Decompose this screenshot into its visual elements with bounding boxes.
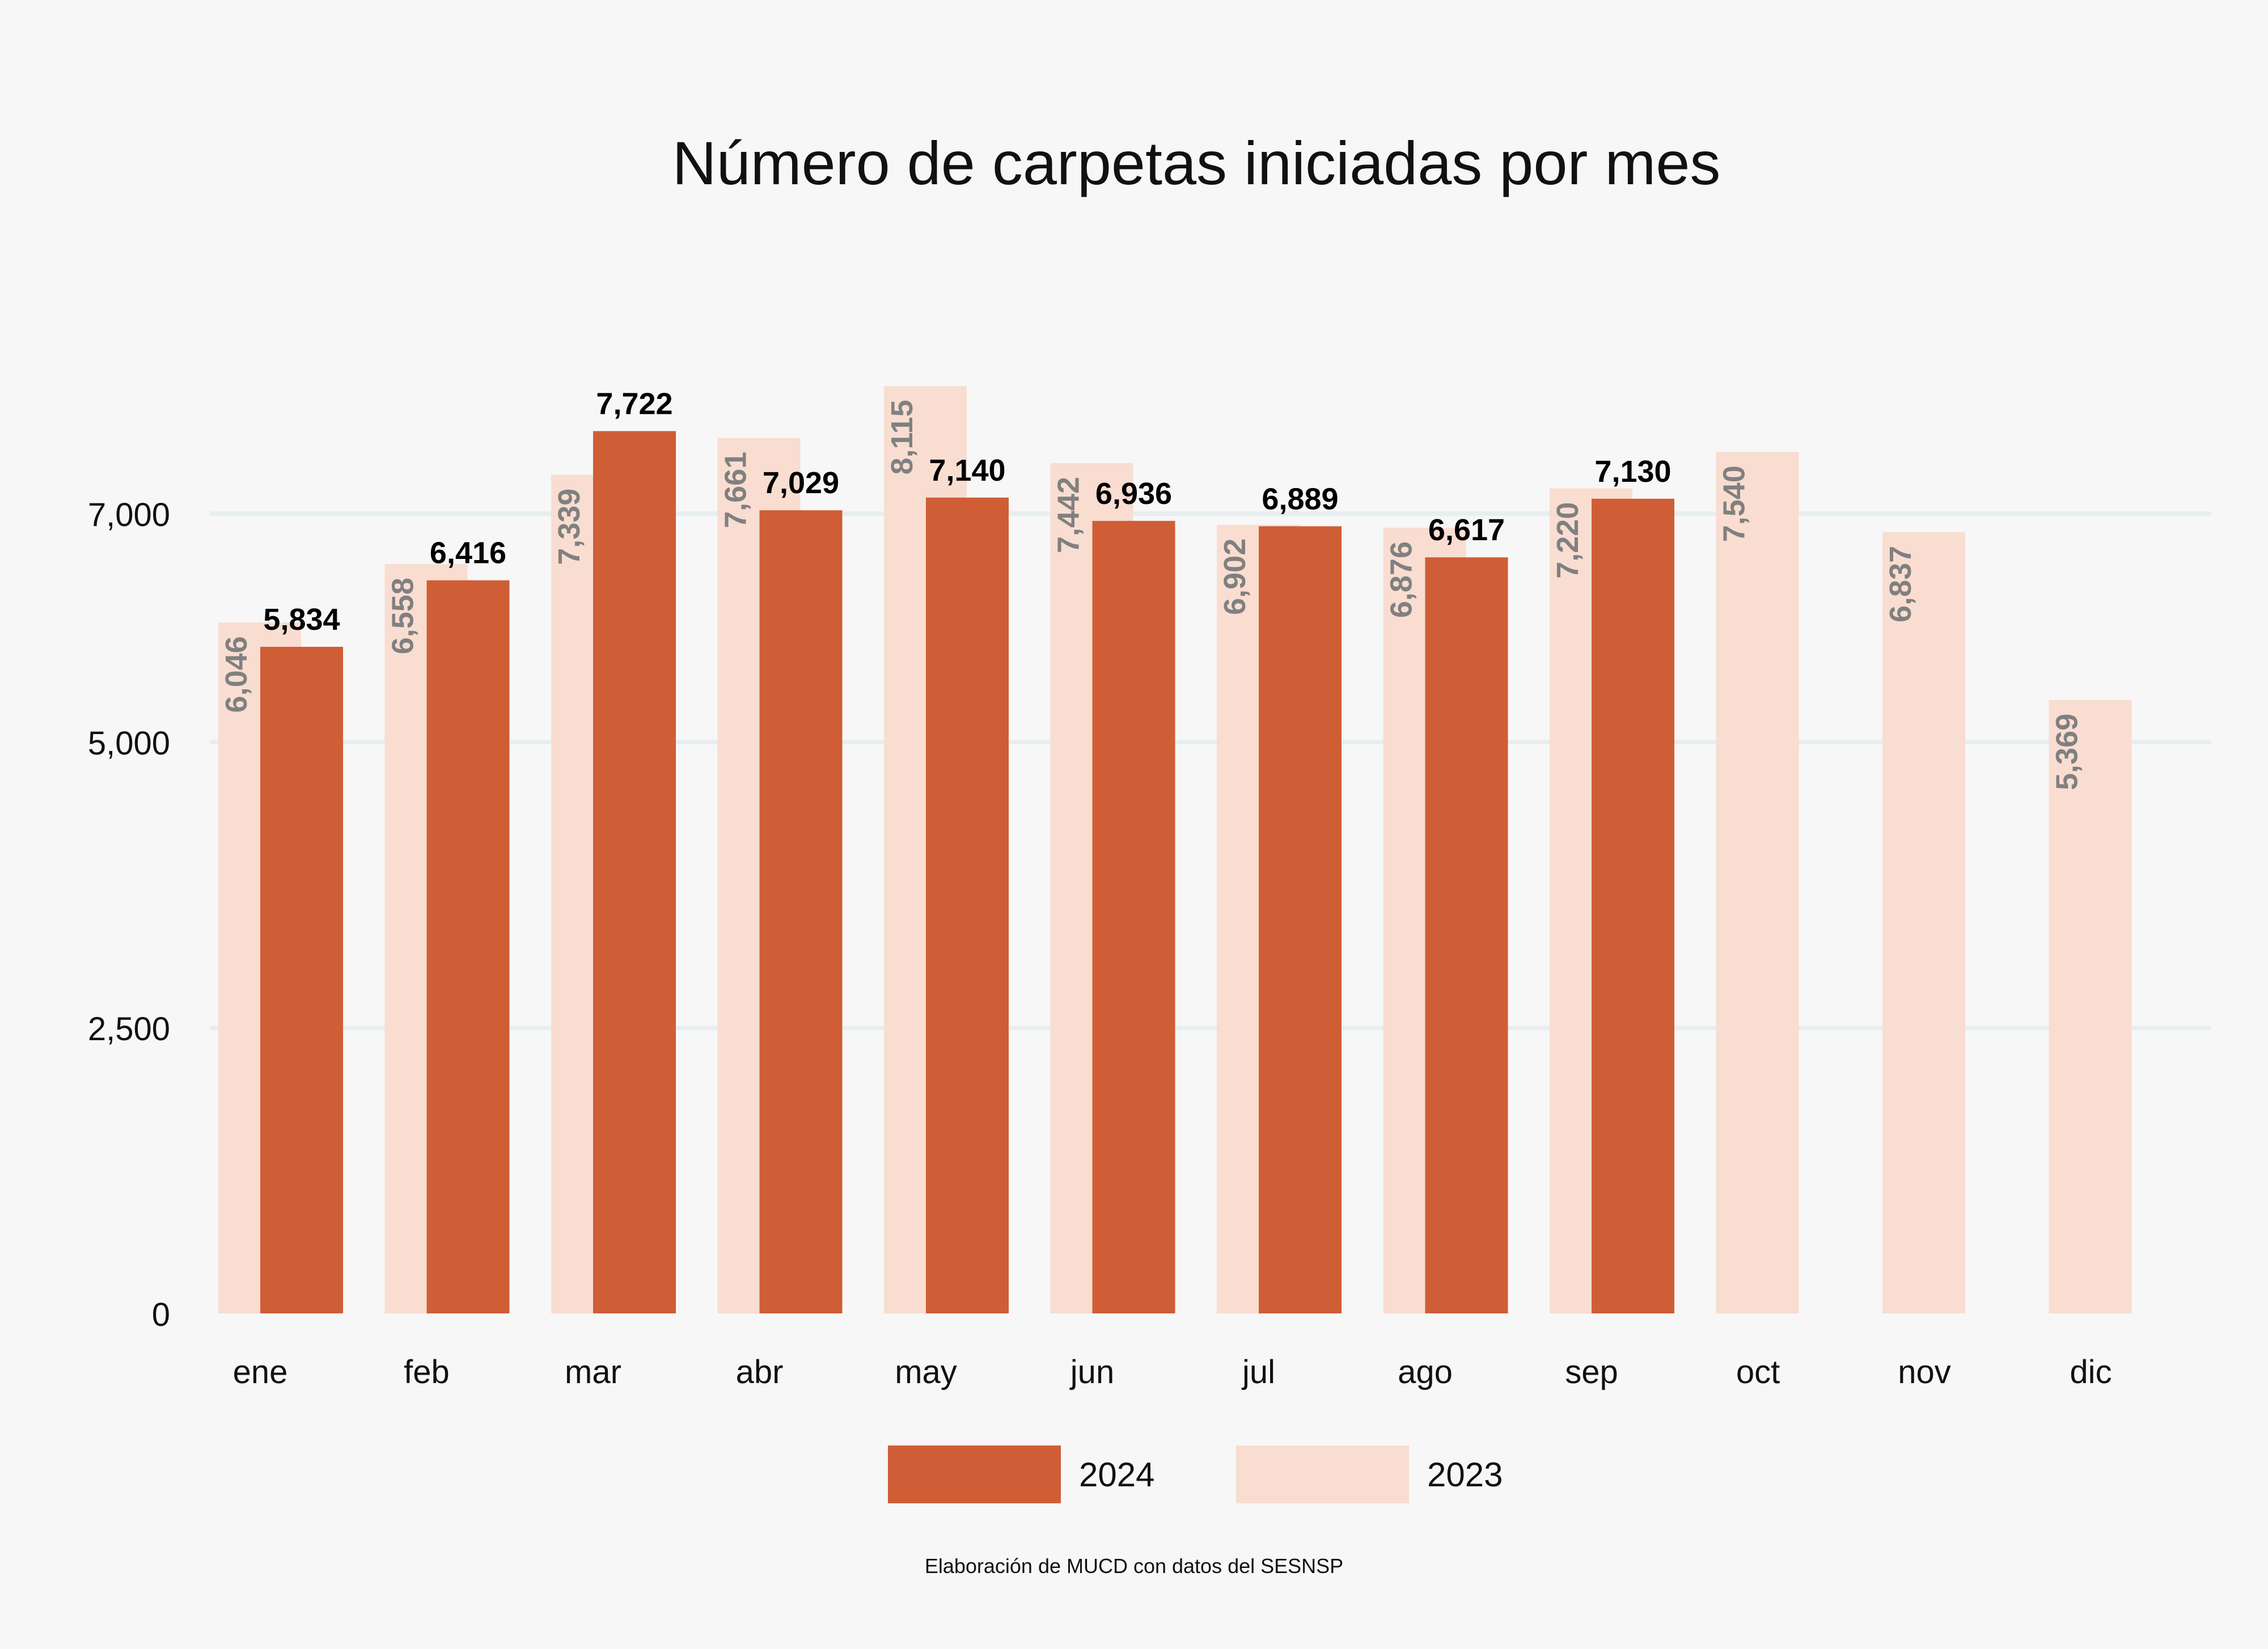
bars	[218, 386, 2132, 1314]
x-tick-label: mar	[565, 1354, 621, 1391]
y-tick-label: 2,500	[88, 1011, 170, 1048]
data-label-2023-abr: 7,661	[719, 452, 753, 528]
chart-title: Número de carpetas iniciadas por mes	[672, 129, 1721, 197]
x-tick-label: abr	[736, 1354, 784, 1391]
bar-2024-feb	[426, 580, 510, 1313]
x-tick-label: sep	[1565, 1354, 1618, 1391]
data-label-2024-abr: 7,029	[763, 466, 839, 500]
data-label-2024-ene: 5,834	[263, 603, 340, 637]
bar-2024-sep	[1592, 498, 1674, 1314]
x-tick-label: may	[895, 1354, 957, 1391]
legend-swatch-2024	[888, 1445, 1061, 1503]
data-label-2023-nov: 6,837	[1884, 546, 1918, 622]
bar-2024-may	[926, 497, 1009, 1313]
data-label-2024-jun: 6,936	[1095, 477, 1172, 511]
data-label-2023-jun: 7,442	[1052, 477, 1086, 553]
y-tick-label: 7,000	[88, 497, 170, 533]
data-label-2023-ene: 6,046	[219, 636, 253, 713]
bar-2023-dic	[2049, 700, 2132, 1313]
data-label-2023-oct: 7,540	[1717, 465, 1751, 542]
bar-2023-oct	[1716, 452, 1799, 1314]
data-labels: 6,046 5,834 6,558 6,416 7,339 7,722 7,661 7,029…	[219, 387, 2084, 790]
data-label-2023-dic: 5,369	[2050, 714, 2084, 790]
bar-2024-jul	[1259, 526, 1342, 1313]
data-label-2024-sep: 7,130	[1594, 455, 1671, 489]
y-axis: 0 2,500 5,000 7,000	[88, 497, 170, 1333]
legend-label-2023: 2023	[1427, 1455, 1503, 1494]
x-tick-label: jun	[1069, 1354, 1114, 1391]
bar-2024-mar	[593, 431, 676, 1313]
gridlines	[210, 511, 2211, 1031]
data-label-2023-feb: 6,558	[386, 578, 420, 654]
legend: 2024 2023	[0, 1445, 2268, 1508]
data-label-2024-may: 7,140	[929, 453, 1005, 488]
x-tick-label: nov	[1898, 1354, 1951, 1391]
bar-2024-abr	[759, 510, 843, 1313]
y-tick-label: 0	[152, 1296, 170, 1333]
x-tick-label: jul	[1241, 1354, 1275, 1391]
legend-item-2023: 2023	[1236, 1445, 1503, 1503]
x-tick-label: dic	[2070, 1354, 2112, 1391]
x-axis: ene feb mar abr may jun jul ago sep oct nov dic	[233, 1354, 2112, 1391]
data-label-2023-mar: 7,339	[552, 489, 586, 565]
y-tick-label: 5,000	[88, 725, 170, 762]
x-tick-label: ene	[233, 1354, 288, 1391]
bar-2024-ago	[1425, 557, 1508, 1313]
data-label-2023-sep: 7,220	[1551, 502, 1585, 579]
data-label-2023-may: 8,115	[885, 400, 919, 474]
legend-label-2024: 2024	[1079, 1455, 1155, 1494]
data-label-2024-ago: 6,617	[1428, 513, 1505, 547]
bar-2024-ene	[260, 647, 343, 1313]
legend-swatch-2023	[1236, 1445, 1409, 1503]
x-tick-label: feb	[404, 1354, 450, 1391]
data-label-2024-feb: 6,416	[430, 536, 506, 570]
data-label-2024-jul: 6,889	[1262, 482, 1338, 516]
data-label-2023-jul: 6,902	[1218, 539, 1252, 615]
data-label-2024-mar: 7,722	[596, 387, 672, 421]
bar-2023-nov	[1882, 532, 1965, 1313]
x-tick-label: ago	[1398, 1354, 1453, 1391]
legend-item-2024: 2024	[888, 1445, 1154, 1503]
data-label-2023-ago: 6,876	[1385, 541, 1419, 618]
x-tick-label: oct	[1736, 1354, 1780, 1391]
source-note: Elaboración de MUCD con datos del SESNSP	[924, 1554, 1344, 1578]
bar-2024-jun	[1092, 520, 1175, 1313]
